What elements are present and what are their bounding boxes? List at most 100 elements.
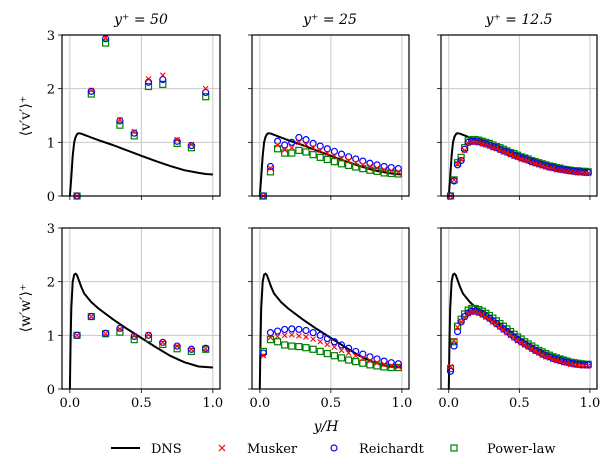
point-power_law: [366, 361, 374, 369]
point-reichardt: [273, 327, 282, 335]
point-musker: [511, 335, 517, 341]
point-musker: [497, 147, 503, 154]
point-musker: [281, 146, 288, 153]
point-reichardt: [202, 344, 210, 352]
point-musker: [525, 158, 532, 165]
axes-frame: [251, 227, 410, 390]
point-musker: [345, 350, 352, 356]
point-reichardt: [457, 318, 465, 326]
point-musker: [557, 358, 563, 365]
point-reichardt: [187, 345, 196, 353]
point-musker: [482, 314, 489, 320]
point-musker: [500, 149, 507, 155]
point-reichardt: [337, 341, 346, 349]
point-musker: [338, 155, 345, 162]
point-reichardt: [281, 141, 289, 149]
panel-vv-yplus-50: 0 1 2 3: [47, 29, 221, 205]
point-reichardt: [453, 327, 462, 336]
ytick-label-1: 1: [47, 136, 55, 151]
xtick-label-0: 0.0: [60, 396, 81, 411]
point-power_law: [330, 352, 339, 360]
point-power_law: [144, 82, 153, 91]
point-power_law: [295, 343, 303, 351]
point-reichardt: [450, 177, 458, 185]
point-reichardt: [450, 342, 458, 350]
point-reichardt: [159, 338, 167, 346]
point-musker: [303, 334, 309, 340]
point-reichardt: [159, 75, 167, 84]
point-power_law: [450, 338, 458, 346]
point-reichardt: [323, 145, 331, 153]
axes-frame: [61, 227, 221, 390]
point-power_law: [352, 163, 360, 171]
panel-ww-yplus-25: 0.0 0.5 1.0: [248, 227, 412, 411]
point-reichardt: [302, 326, 310, 335]
point-musker: [374, 359, 380, 366]
point-musker: [395, 363, 402, 370]
point-reichardt: [116, 324, 124, 332]
ytick-label-2: 2: [47, 83, 55, 98]
point-musker: [174, 136, 180, 143]
point-reichardt: [87, 87, 95, 95]
point-musker: [549, 356, 556, 363]
point-musker: [532, 348, 539, 355]
point-musker: [102, 34, 109, 41]
point-musker: [174, 343, 180, 349]
point-musker: [303, 141, 309, 148]
point-reichardt: [295, 325, 303, 334]
point-musker: [288, 331, 295, 338]
column-title-0: y⁺ = 50: [113, 12, 168, 28]
point-reichardt: [461, 145, 469, 153]
point-power_law: [457, 153, 465, 161]
point-musker: [131, 128, 138, 135]
point-reichardt: [102, 329, 110, 337]
axes-frame: [440, 34, 598, 197]
legend-power-law-marker: [450, 444, 458, 452]
panel-vv-yplus-12_5: [437, 34, 598, 200]
xtick-label-2: 1.0: [580, 396, 601, 411]
point-musker: [539, 163, 546, 169]
point-musker: [489, 144, 496, 151]
point-reichardt: [144, 331, 153, 339]
point-musker: [514, 154, 521, 161]
point-reichardt: [187, 141, 196, 150]
point-reichardt: [359, 350, 367, 358]
point-musker: [281, 332, 288, 339]
xlabel: y/H: [313, 419, 340, 435]
ytick-label-0: 0: [47, 383, 55, 398]
point-musker: [159, 339, 166, 346]
point-power_law: [159, 80, 167, 88]
panel-vv-yplus-25: [248, 34, 410, 200]
point-reichardt: [130, 332, 138, 341]
point-power_law: [345, 356, 353, 364]
point-musker: [202, 85, 209, 92]
ytick-label-0: 0: [47, 190, 55, 205]
point-musker: [454, 324, 461, 331]
ytick-label-2: 2: [47, 276, 55, 291]
point-musker: [267, 165, 274, 171]
point-power_law: [273, 338, 282, 346]
point-reichardt: [266, 162, 275, 171]
column-title-2: y⁺ = 12.5: [484, 12, 552, 28]
legend-dns-label: DNS: [151, 442, 182, 457]
dns-line: [68, 272, 213, 390]
point-power_law: [330, 158, 339, 166]
xtick-label-1: 0.5: [321, 396, 342, 411]
point-musker: [472, 309, 479, 316]
point-power_law: [309, 151, 317, 159]
point-musker: [528, 159, 535, 166]
point-power_law: [288, 342, 296, 350]
point-power_law: [130, 132, 138, 140]
point-musker: [521, 157, 528, 163]
panels-grid: 0 1 2 3 0 1 2 3 0.0 0.5 1.0 0.0 0.5 1.0 0.0 0.5 1.0: [47, 29, 601, 411]
point-musker: [267, 334, 274, 341]
ylabel-row-1: ⟨w′w′⟩⁺: [18, 284, 34, 333]
xtick-label-2: 1.0: [203, 396, 224, 411]
point-musker: [88, 313, 95, 320]
point-reichardt: [288, 325, 296, 333]
point-musker: [493, 321, 500, 328]
point-reichardt: [130, 129, 138, 137]
legend-musker-label: Musker: [247, 442, 298, 457]
xtick-label-0: 0.0: [438, 396, 459, 411]
point-musker: [514, 337, 521, 344]
